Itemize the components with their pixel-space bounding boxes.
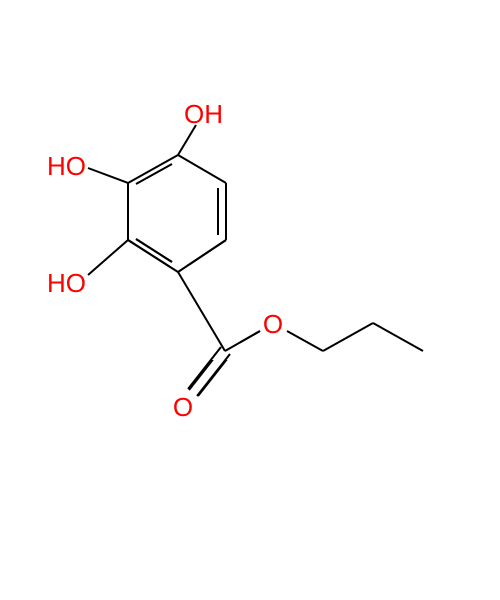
bond-propyl1-2 [323,323,373,351]
bond-c2-oh [88,168,128,183]
bond-propyl2-3 [373,323,423,351]
benzene-ring [128,155,226,272]
bond-c1-oh [178,125,196,155]
bond-o-propyl1 [287,331,323,351]
ho-label-botleft: HO [47,268,86,298]
o-label-ester: O [263,309,283,339]
bond-c3-oh [88,240,128,275]
o-label-carbonyl: O [173,392,193,422]
molecule-diagram: OH HO HO O O [0,0,500,600]
ho-label-topleft: HO [47,151,86,181]
oh-label-top: OH [184,99,223,129]
